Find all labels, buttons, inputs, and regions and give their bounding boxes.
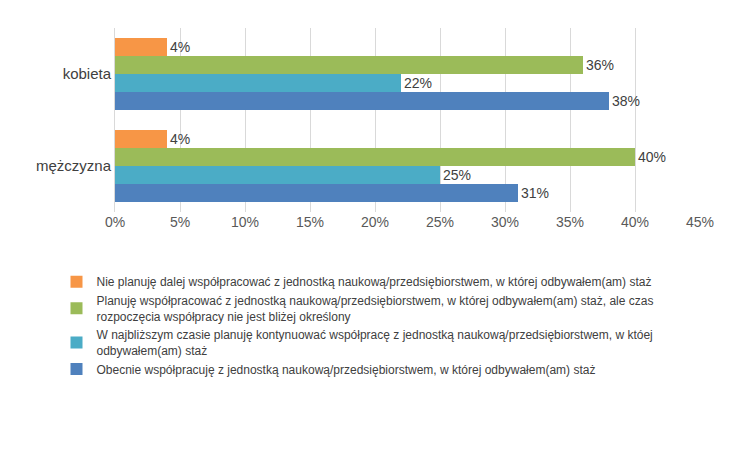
svg-text:15%: 15% bbox=[296, 214, 324, 230]
svg-text:Nie planuję dalej współpracowa: Nie planuję dalej współpracować z jednos… bbox=[97, 275, 652, 289]
svg-text:25%: 25% bbox=[426, 214, 454, 230]
svg-text:20%: 20% bbox=[361, 214, 389, 230]
svg-text:mężczyzna: mężczyzna bbox=[36, 157, 112, 174]
svg-text:40%: 40% bbox=[621, 214, 649, 230]
svg-text:35%: 35% bbox=[556, 214, 584, 230]
svg-text:45%: 45% bbox=[686, 214, 714, 230]
svg-text:22%: 22% bbox=[404, 75, 432, 91]
svg-text:W najbliższym czasie planuję k: W najbliższym czasie planuję kontynuować… bbox=[97, 328, 653, 358]
svg-text:40%: 40% bbox=[638, 149, 666, 165]
svg-text:30%: 30% bbox=[491, 214, 519, 230]
svg-text:25%: 25% bbox=[443, 167, 471, 183]
svg-text:Obecnie współpracuję z jednost: Obecnie współpracuję z jednostką naukową… bbox=[97, 363, 596, 377]
svg-text:kobieta: kobieta bbox=[63, 65, 112, 82]
svg-text:36%: 36% bbox=[586, 57, 614, 73]
svg-text:38%: 38% bbox=[612, 93, 640, 109]
svg-text:Planuję współpracować z jednos: Planuję współpracować z jednostką naukow… bbox=[97, 294, 654, 324]
svg-text:4%: 4% bbox=[170, 39, 190, 55]
svg-text:5%: 5% bbox=[170, 214, 190, 230]
svg-text:0%: 0% bbox=[105, 214, 125, 230]
svg-text:10%: 10% bbox=[231, 214, 259, 230]
svg-text:31%: 31% bbox=[521, 185, 549, 201]
svg-text:4%: 4% bbox=[170, 131, 190, 147]
